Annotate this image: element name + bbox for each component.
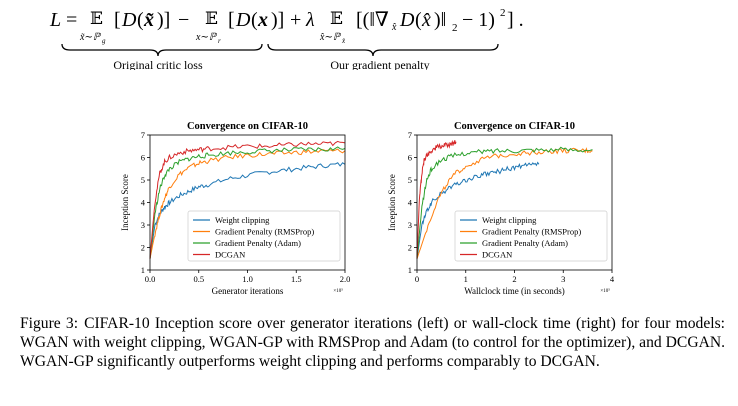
svg-text:D: D xyxy=(235,9,251,31)
svg-text:] .: ] . xyxy=(507,9,524,31)
x-axis-label: Generator iterations xyxy=(212,286,284,296)
legend-box xyxy=(454,210,608,262)
y-tick-label: 5 xyxy=(408,175,412,185)
svg-text:[(‖∇: [(‖∇ xyxy=(356,9,389,31)
y-tick-label: 7 xyxy=(408,130,412,140)
series-line-0 xyxy=(149,162,346,259)
series-line-1 xyxy=(416,147,593,259)
chart-left: Convergence on CIFAR-10 1 2 3 4 5 6 7 0.0 0.5 1.0 1… xyxy=(120,121,351,296)
legend-entry: Weight clipping xyxy=(482,215,537,225)
svg-text:D: D xyxy=(121,9,137,31)
series-line-0 xyxy=(416,161,540,259)
svg-text:x̂: x̂ xyxy=(341,37,346,45)
svg-text:− 1): − 1) xyxy=(462,9,495,31)
series-line-2 xyxy=(149,146,346,259)
svg-text:r: r xyxy=(218,37,221,45)
svg-text:(: ( xyxy=(415,9,422,31)
caption-text: CIFAR-10 Inception score over generator … xyxy=(20,315,725,370)
y-tick-label: 7 xyxy=(141,130,145,140)
legend-entry: Gradient Penalty (RMSProp) xyxy=(482,227,581,237)
svg-text:D: D xyxy=(399,9,415,31)
svg-text:+: + xyxy=(290,9,301,31)
y-tick-label: 2 xyxy=(141,243,145,253)
svg-text:𝔼: 𝔼 xyxy=(90,9,103,28)
series-line-2 xyxy=(416,146,593,259)
y-axis-label: Inception Score xyxy=(387,174,397,231)
svg-text:λ: λ xyxy=(305,9,315,31)
legend-entry: Gradient Penalty (Adam) xyxy=(482,238,568,248)
y-tick-label: 5 xyxy=(141,175,145,185)
x-multiplier: ×10⁵ xyxy=(600,288,610,294)
svg-text:)]: )] xyxy=(157,9,170,31)
legend-entry: DCGAN xyxy=(482,250,512,260)
svg-text:x∼ℙ: x∼ℙ xyxy=(195,32,218,43)
y-tick-label: 2 xyxy=(408,243,412,253)
x-tick-label: 0 xyxy=(415,274,419,284)
brace-left-label: Original critic loss xyxy=(113,58,203,70)
svg-text:[: [ xyxy=(114,9,121,31)
svg-text:g: g xyxy=(102,37,106,45)
series-line-1 xyxy=(149,148,346,259)
y-tick-label: 6 xyxy=(141,153,145,163)
x-tick-label: 2 xyxy=(512,274,516,284)
x-tick-label: 0.5 xyxy=(193,274,204,284)
svg-text:x̂: x̂ xyxy=(391,22,397,33)
figure-caption: Figure 3: CIFAR-10 Inception score over g… xyxy=(20,314,725,371)
x-tick-label: 4 xyxy=(610,274,615,284)
x-tick-label: 3 xyxy=(561,274,565,284)
svg-text:x̂: x̂ xyxy=(421,9,431,31)
y-axis-label: Inception Score xyxy=(120,174,130,231)
y-tick-label: 3 xyxy=(141,220,145,230)
svg-text:−: − xyxy=(178,9,189,31)
chart-title: Convergence on CIFAR-10 xyxy=(454,121,575,132)
legend-entry: DCGAN xyxy=(215,250,245,260)
chart-title: Convergence on CIFAR-10 xyxy=(187,121,308,132)
x-tick-label: 0.0 xyxy=(145,274,156,284)
legend-entry: Gradient Penalty (Adam) xyxy=(215,238,301,248)
svg-text:x̃: x̃ xyxy=(143,9,155,31)
x-tick-label: 1.0 xyxy=(242,274,253,284)
svg-text:L: L xyxy=(49,9,61,31)
x-tick-label: 1.5 xyxy=(291,274,302,284)
svg-text:=: = xyxy=(66,9,77,31)
legend-box xyxy=(187,210,341,262)
svg-text:(: ( xyxy=(137,9,144,31)
x-axis-label: Wallclock time (in seconds) xyxy=(464,286,565,296)
x-multiplier: ×10⁵ xyxy=(333,288,343,294)
equation: L = 𝔼 x̃∼ℙ g [ D ( x̃ )] − 𝔼 x∼ℙ r [ D (… xyxy=(49,7,524,70)
svg-text:x̃∼ℙ: x̃∼ℙ xyxy=(79,32,102,43)
y-tick-label: 6 xyxy=(408,153,412,163)
y-tick-label: 4 xyxy=(141,198,146,208)
svg-text:)]: )] xyxy=(271,9,284,31)
svg-text:[: [ xyxy=(228,9,235,31)
svg-text:𝔼: 𝔼 xyxy=(330,9,343,28)
y-tick-label: 1 xyxy=(408,265,412,275)
svg-text:(: ( xyxy=(251,9,258,31)
series-line-3 xyxy=(416,139,457,259)
svg-text:x: x xyxy=(257,9,268,31)
y-tick-label: 3 xyxy=(408,220,412,230)
svg-text:𝔼: 𝔼 xyxy=(205,9,218,28)
y-tick-label: 1 xyxy=(141,265,145,275)
caption-label: Figure 3: xyxy=(20,315,79,332)
svg-text:2: 2 xyxy=(500,7,506,19)
x-tick-label: 2.0 xyxy=(340,274,351,284)
y-tick-label: 4 xyxy=(408,198,413,208)
x-tick-label: 1 xyxy=(464,274,468,284)
legend-entry: Weight clipping xyxy=(215,215,270,225)
brace-right-label: Our gradient penalty xyxy=(330,58,429,70)
svg-text:2: 2 xyxy=(452,22,458,34)
legend-entry: Gradient Penalty (RMSProp) xyxy=(215,227,314,237)
svg-text:x̂∼ℙ: x̂∼ℙ xyxy=(319,32,342,43)
svg-text:)‖: )‖ xyxy=(434,9,446,31)
series-line-3 xyxy=(149,140,346,259)
